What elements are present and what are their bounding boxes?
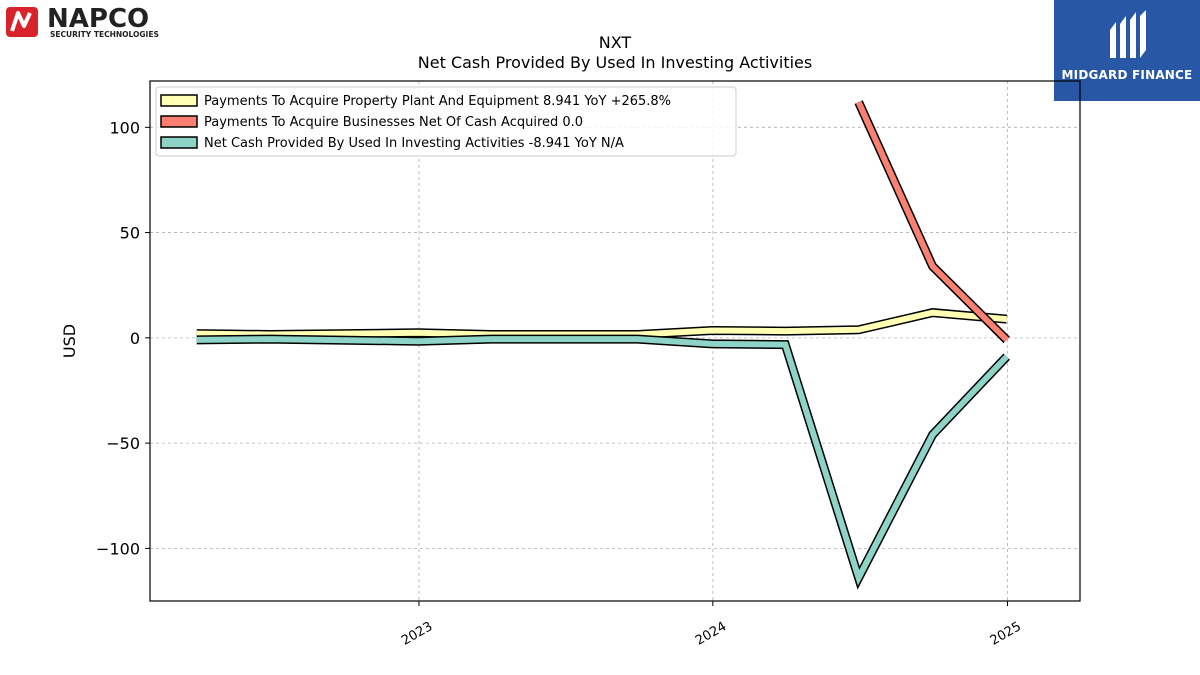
series-line-outline-2 [196,334,1010,590]
y-tick-label: −50 [106,434,140,453]
x-tick-label: 2023 [399,619,435,649]
midgard-finance-logo: MIDGARD FINANCE [1054,0,1200,101]
plot-frame [149,80,1081,602]
series-line-outline-1 [854,100,1010,344]
legend-entry-label: Net Cash Provided By Used In Investing A… [204,136,624,151]
midgard-brand-text: MIDGARD FINANCE [1061,68,1193,82]
chart-subtitle: Net Cash Provided By Used In Investing A… [418,53,812,72]
series-line-2 [196,336,1009,586]
x-tick-label: 2024 [693,619,729,649]
napco-logo: NAPCO SECURITY TECHNOLOGIES [4,4,214,40]
y-tick-label: −100 [96,539,140,558]
y-axis-label: USD [60,324,79,358]
legend-swatch [160,115,198,128]
napco-tagline-text: SECURITY TECHNOLOGIES [50,30,159,39]
legend-swatch [160,94,198,107]
ticks-layer: 100 50 0 −50 −100 2023 2024 2025 [96,118,1024,648]
legend: Payments To Acquire Property Plant And E… [155,86,737,157]
legend-entry-label: Payments To Acquire Businesses Net Of Ca… [204,115,583,130]
midgard-logo-glyph [1110,10,1146,58]
x-tick-label: 2025 [988,619,1024,649]
midgard-logo-mark [1110,10,1146,58]
y-tick-label: 50 [120,224,140,243]
napco-logo-graphic: NAPCO SECURITY TECHNOLOGIES [6,4,159,39]
series-layer [196,100,1010,590]
y-tick-label: 0 [130,329,140,348]
legend-swatch [160,136,198,149]
series-line-0 [196,309,1007,338]
legend-box [155,86,737,157]
legend-entry-label: Payments To Acquire Property Plant And E… [204,94,671,109]
napco-brand-text: NAPCO [47,4,149,34]
series-line-1 [855,100,1009,343]
y-tick-label: 100 [109,118,140,137]
napco-logo-mark-stroke [10,11,32,32]
chart-title: NXT [599,33,632,52]
